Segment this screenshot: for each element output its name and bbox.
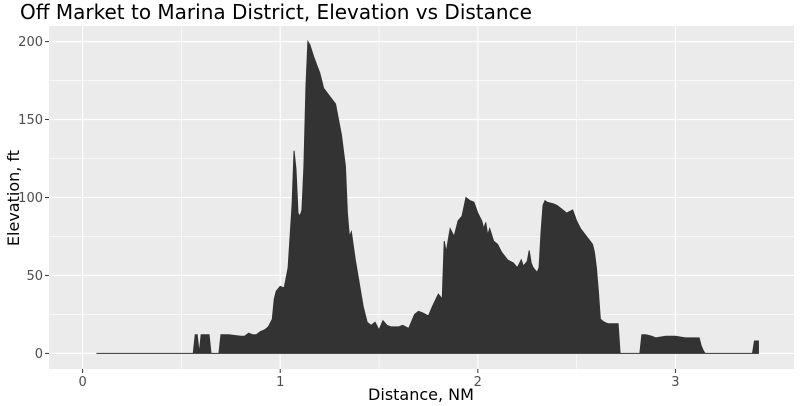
y-tick-label: 50: [26, 269, 43, 284]
x-tick-label: 0: [78, 375, 86, 390]
y-tick-label: 100: [18, 191, 43, 206]
x-tick-label: 3: [671, 375, 679, 390]
x-tick-label: 1: [276, 375, 284, 390]
y-tick-label: 0: [35, 347, 43, 362]
y-tick-label: 200: [18, 35, 43, 50]
chart-title: Off Market to Marina District, Elevation…: [20, 0, 532, 24]
y-axis-title: Elevation, ft: [4, 150, 23, 246]
x-axis-ticks: 0 1 2 3: [78, 369, 680, 390]
y-axis-ticks: 0 50 100 150 200: [18, 35, 49, 362]
y-tick-label: 150: [18, 113, 43, 128]
elevation-area: [96, 39, 759, 354]
x-tick-label: 2: [474, 375, 482, 390]
x-axis-title: Distance, NM: [368, 385, 474, 404]
